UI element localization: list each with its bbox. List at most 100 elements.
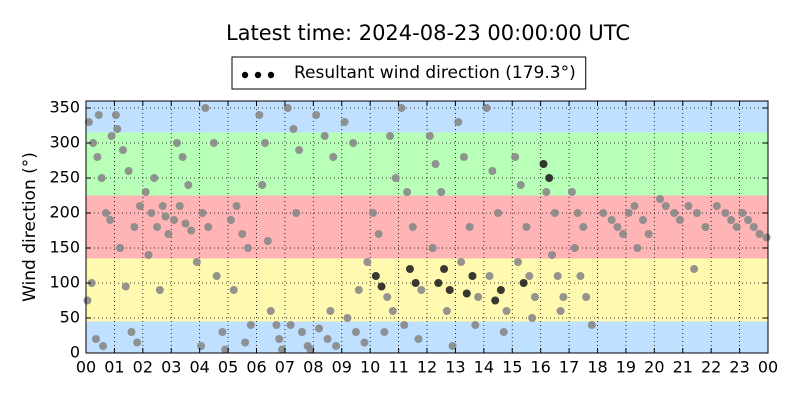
data-point (113, 125, 122, 133)
data-point (329, 153, 338, 161)
data-point (442, 307, 451, 315)
data-point (400, 321, 409, 329)
data-point (762, 233, 771, 242)
data-point (292, 209, 301, 217)
data-point (482, 104, 491, 112)
data-point (383, 293, 392, 301)
data-point (127, 328, 136, 336)
data-point (553, 272, 562, 280)
data-point (107, 132, 116, 140)
y-tick-label: 150 (49, 238, 80, 257)
data-point (99, 342, 108, 350)
data-point (579, 223, 588, 231)
data-point (559, 293, 568, 301)
data-point (289, 125, 298, 133)
x-tick-label: 15 (502, 358, 522, 377)
data-point (675, 216, 684, 224)
data-point (727, 216, 736, 224)
data-point (192, 258, 201, 266)
data-point (690, 265, 699, 273)
data-point (425, 132, 434, 140)
data-point (349, 139, 358, 147)
data-point (246, 321, 255, 329)
data-point (405, 265, 414, 273)
x-tick-label: 10 (360, 358, 380, 377)
data-point (692, 209, 701, 217)
ticks: 0 50 100 150 200 250 300 350 00 01 02 03 04 05 06 07 08 0… (49, 98, 778, 377)
data-point (371, 272, 380, 280)
legend-box (231, 56, 587, 90)
data-point (363, 258, 372, 266)
x-tick-label: 00 (758, 358, 778, 377)
data-point (496, 286, 505, 294)
data-point (607, 216, 616, 224)
data-point (530, 293, 539, 301)
data-point (644, 230, 653, 238)
data-point (218, 328, 227, 336)
data-point (164, 230, 173, 238)
x-tick-label: 05 (218, 358, 238, 377)
data-point (91, 335, 100, 343)
data-point (377, 282, 386, 291)
data-point (263, 237, 272, 245)
legend-label: Resultant wind direction (179.3°) (294, 63, 576, 83)
data-point (312, 111, 321, 119)
data-point (204, 223, 213, 231)
data-point (209, 139, 218, 147)
legend-marker (267, 71, 275, 79)
data-point (315, 324, 324, 333)
legend-marker (254, 71, 262, 79)
data-point (397, 104, 406, 112)
data-point (326, 307, 335, 315)
data-point (93, 153, 102, 161)
data-point (323, 335, 332, 343)
data-point (471, 321, 480, 329)
data-point (261, 139, 270, 147)
data-point (297, 328, 306, 336)
data-point (141, 188, 150, 196)
y-tick-label: 300 (49, 133, 80, 152)
x-tick-label: 06 (246, 358, 266, 377)
x-tick-label: 09 (332, 358, 352, 377)
data-point (539, 160, 548, 168)
data-point (599, 209, 608, 217)
data-point (587, 321, 596, 329)
y-tick-label: 350 (49, 98, 80, 117)
x-tick-label: 11 (388, 358, 408, 377)
data-point (221, 345, 230, 354)
x-tick-label: 01 (104, 358, 124, 377)
data-point (548, 251, 557, 259)
data-point (111, 111, 120, 119)
data-point (386, 132, 395, 140)
data-point (457, 258, 466, 266)
data-point (130, 223, 139, 231)
data-point (417, 286, 426, 294)
data-point (494, 209, 503, 217)
x-tick-label: 17 (559, 358, 579, 377)
data-point (454, 118, 463, 126)
data-point (170, 216, 179, 224)
direction-band (86, 101, 768, 133)
data-point (172, 139, 181, 147)
data-point (158, 202, 167, 210)
data-point (513, 258, 522, 266)
data-point (522, 223, 531, 231)
data-point (226, 216, 235, 224)
x-tick-label: 18 (587, 358, 607, 377)
data-point (275, 335, 284, 343)
data-point (232, 202, 241, 210)
x-tick-label: 12 (417, 358, 437, 377)
data-point (485, 272, 494, 280)
data-point (519, 279, 528, 287)
data-point (440, 265, 449, 273)
data-point (283, 104, 292, 112)
data-point (411, 279, 420, 287)
x-tick-label: 14 (474, 358, 494, 377)
data-point (576, 272, 585, 280)
data-point (150, 174, 159, 182)
data-point (340, 118, 349, 126)
x-tick-label: 19 (616, 358, 636, 377)
data-point (511, 153, 520, 161)
data-point (542, 188, 551, 196)
